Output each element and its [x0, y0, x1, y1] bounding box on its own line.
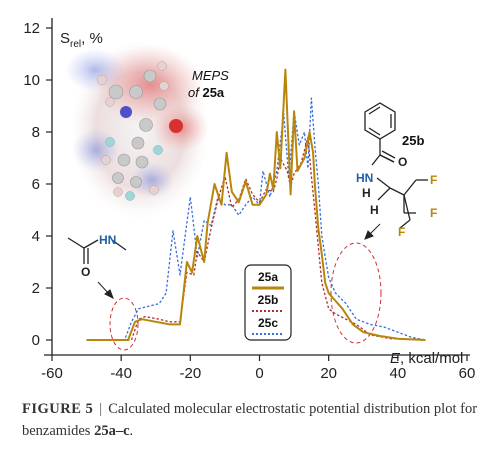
benzamide-25b-structure: [364, 102, 428, 229]
axes: [44, 18, 470, 356]
x-tick-label: -60: [41, 365, 63, 382]
benzamide-f1-label: F: [430, 173, 437, 187]
series-line-25c: [86, 97, 426, 341]
x-tick-label: 0: [255, 365, 263, 382]
caption-label: FIGURE 5: [22, 401, 94, 417]
benzamide-f3-label: F: [398, 225, 405, 239]
y-tick-label: 4: [32, 228, 40, 245]
x-axis-label: E, kcal/mol: [390, 350, 463, 367]
benzamide-h2-label: H: [370, 203, 379, 217]
acetamide-structure: [67, 237, 127, 264]
y-tick-label: 10: [23, 72, 40, 89]
acetamide-hn-label: HN: [99, 233, 116, 247]
benzamide-hn-label: HN: [356, 171, 373, 185]
series-layer: [86, 68, 426, 341]
x-tick-label: 40: [389, 365, 406, 382]
y-axis-label: Srel, %: [60, 30, 103, 50]
legend-label-25b: 25b: [258, 293, 279, 307]
y-tick-label: 12: [23, 20, 40, 37]
legend-box: [244, 264, 292, 341]
tick-labels: -60 -40 -20 0 20 40 60 0 2 4 6 8 10 12: [23, 20, 475, 382]
y-tick-label: 2: [32, 280, 40, 297]
meps-of-label: of 25a: [188, 85, 225, 100]
series-line-25a: [86, 68, 426, 341]
y-tick-label: 8: [32, 124, 40, 141]
x-tick-label: -20: [179, 365, 201, 382]
x-tick-label: -40: [110, 365, 132, 382]
label-25b: 25b: [402, 133, 424, 148]
legend-label-25c: 25c: [258, 316, 278, 330]
meps-surface-image: [65, 42, 208, 218]
highlight-ellipses: [109, 242, 382, 351]
caption-separator: |: [99, 401, 103, 417]
figure-caption: FIGURE 5 | Calculated molecular electrosta…: [22, 398, 492, 442]
arrow-right: [364, 223, 381, 240]
ellipse-right: [330, 242, 382, 344]
legend-label-25a: 25a: [258, 270, 278, 284]
caption-bold: 25a–c: [94, 423, 130, 439]
caption-end: .: [129, 423, 134, 439]
benzamide-h1-label: H: [362, 186, 371, 200]
y-tick-label: 6: [32, 176, 40, 193]
arrow-left: [97, 281, 114, 300]
x-tick-label: 20: [320, 365, 337, 382]
meps-label: MEPS: [192, 68, 229, 83]
benzamide-o-label: O: [398, 155, 407, 169]
benzamide-double-bond: [379, 150, 396, 163]
legend: 25a 25b 25c: [244, 264, 292, 341]
caption-text: Calculated molecular electrostatic poten…: [22, 401, 478, 439]
ellipse-left: [109, 297, 139, 351]
y-tick-label: 0: [32, 332, 40, 349]
benzamide-f2-label: F: [430, 206, 437, 220]
acetamide-o-label: O: [81, 265, 90, 279]
x-tick-label: 60: [459, 365, 476, 382]
tick-marks: [46, 27, 468, 361]
